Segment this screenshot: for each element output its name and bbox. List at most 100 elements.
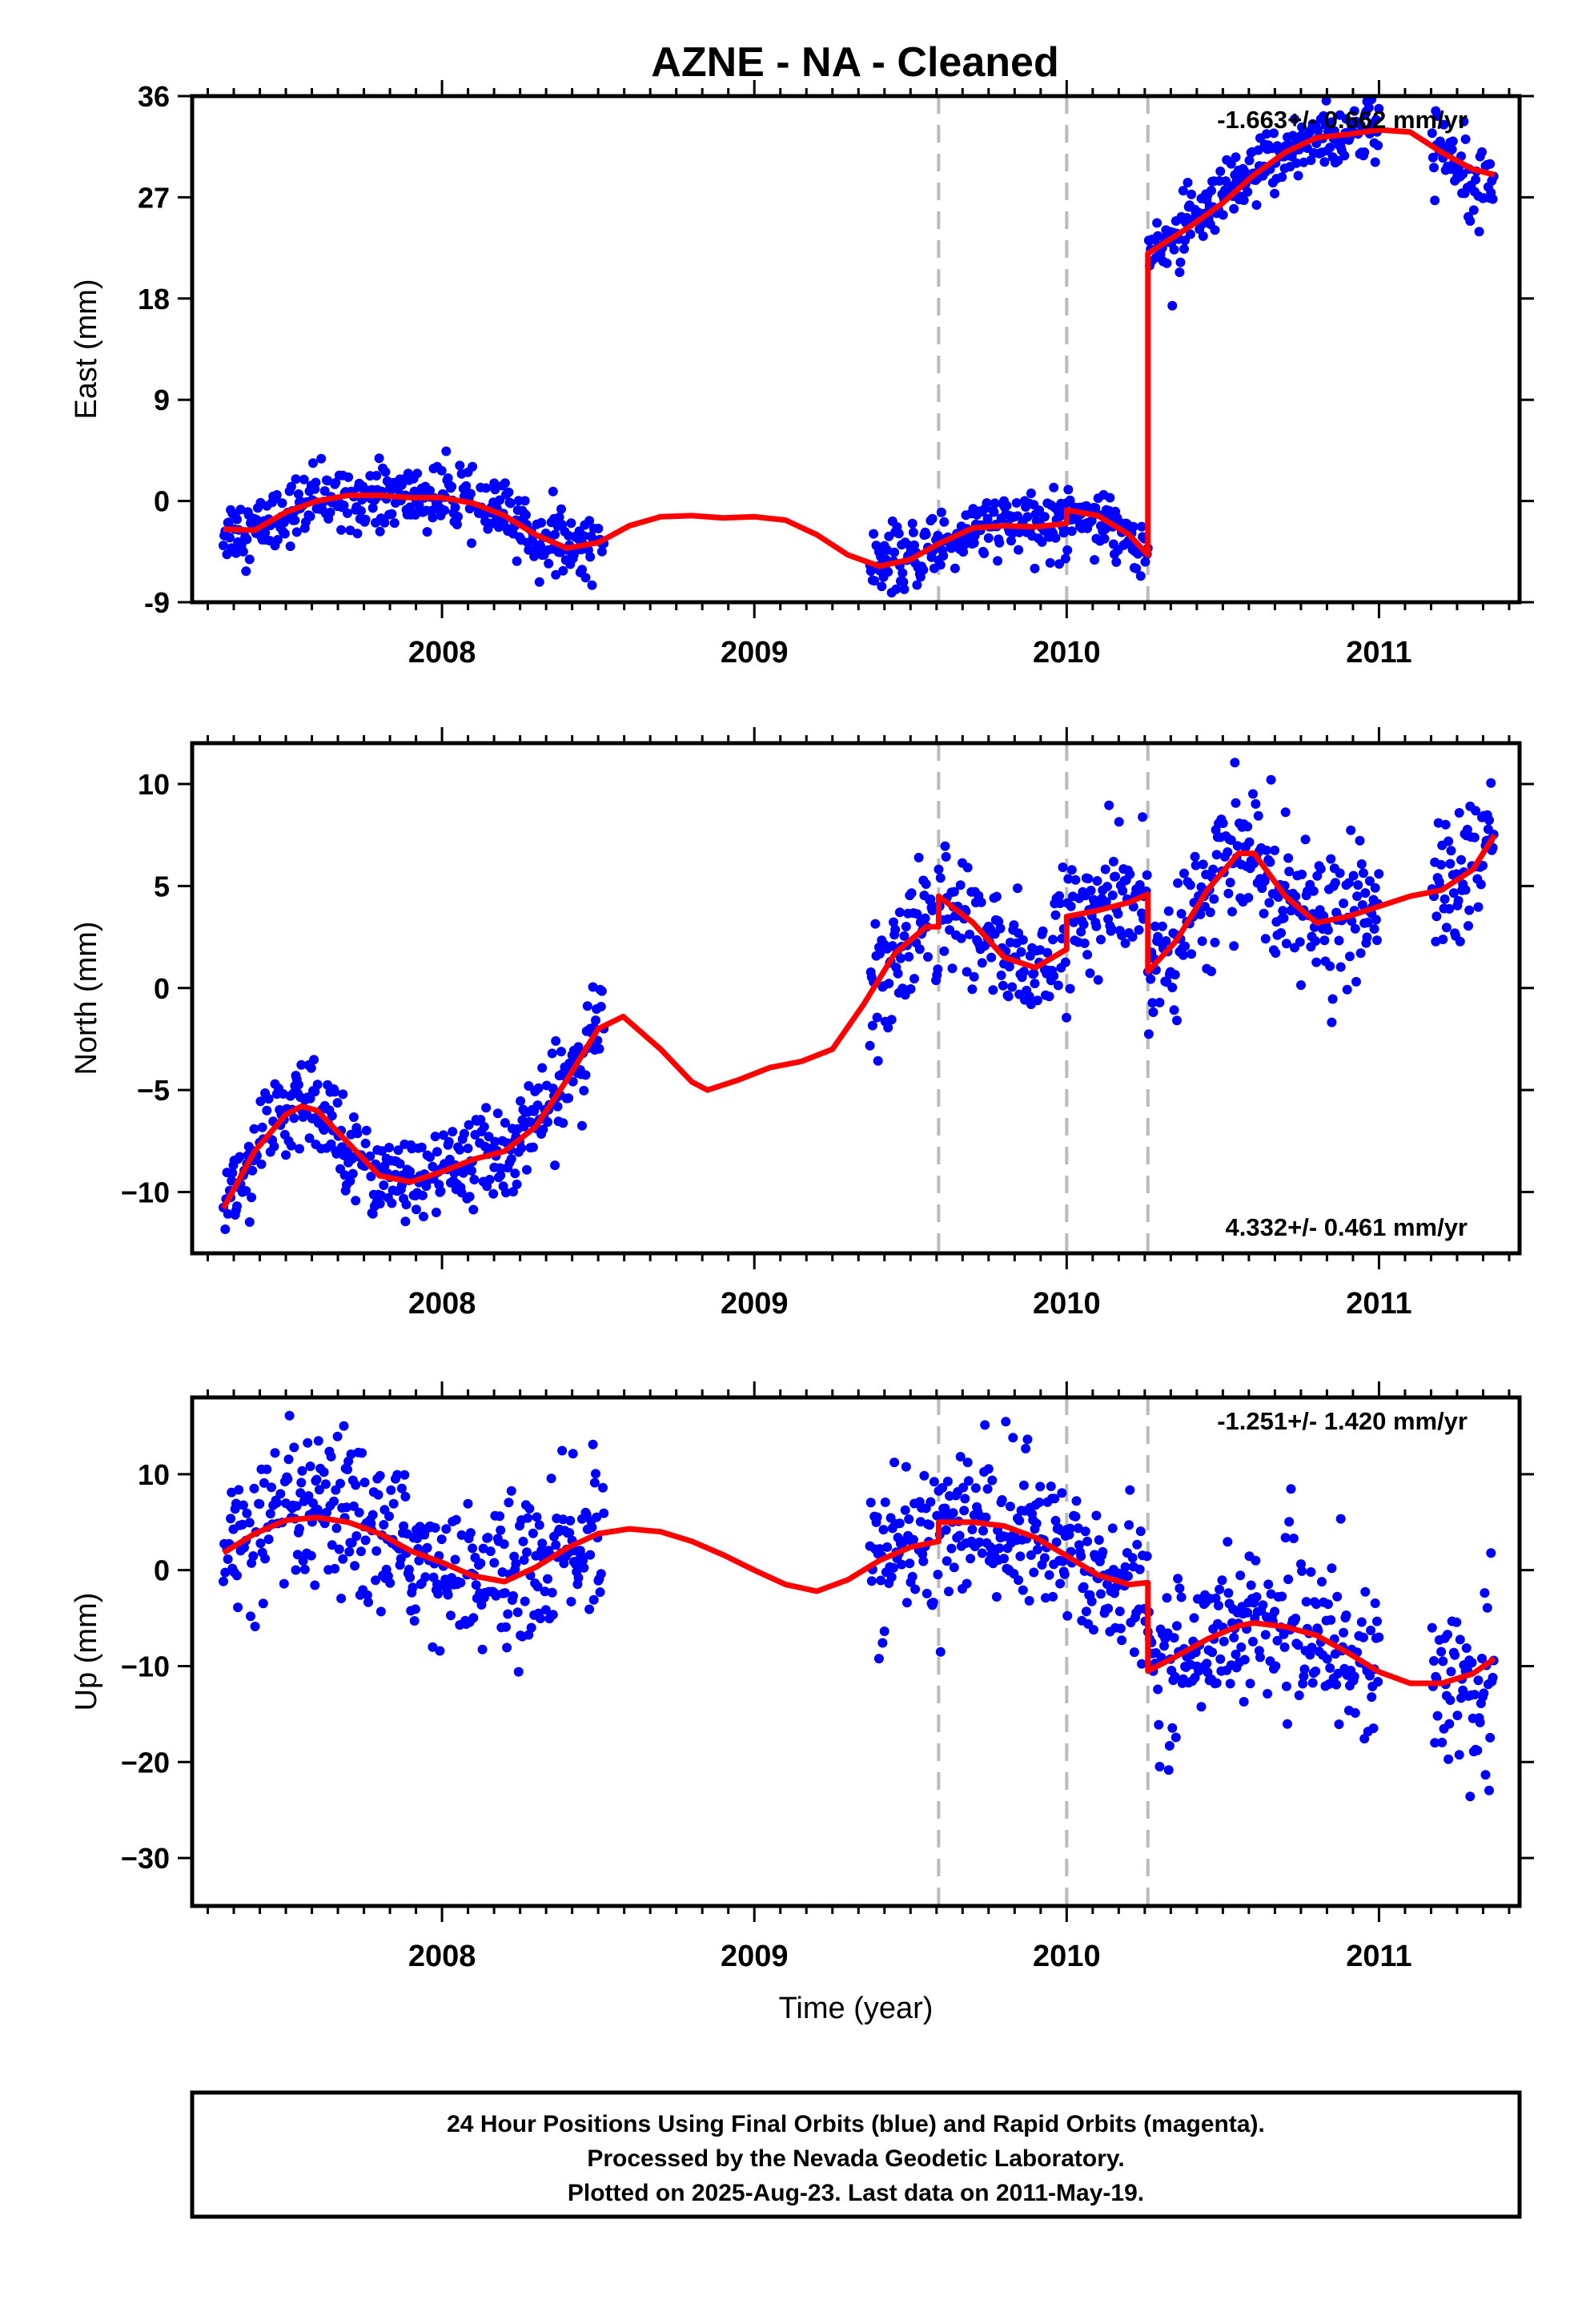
up-point [981, 1512, 991, 1522]
up-point [1277, 1591, 1287, 1602]
north-y-tick-label: 0 [154, 972, 170, 1005]
north-point [1346, 825, 1356, 835]
east-point [938, 551, 949, 561]
north-point [1169, 1005, 1179, 1015]
up-point [994, 1543, 1005, 1554]
up-point [1297, 1566, 1307, 1576]
east-point [1306, 155, 1316, 166]
north-point [438, 1130, 448, 1140]
north-point [977, 958, 987, 968]
up-point [504, 1498, 514, 1508]
north-point [1211, 850, 1222, 860]
north-point [1190, 851, 1200, 862]
north-point [255, 1096, 266, 1107]
north-point [1431, 911, 1442, 922]
up-point [220, 1567, 231, 1578]
up-point [1223, 1588, 1234, 1598]
up-point [295, 1523, 304, 1534]
east-point [1049, 482, 1059, 493]
east-point [1488, 194, 1498, 204]
up-point [876, 1575, 886, 1586]
up-point [1359, 1632, 1368, 1642]
north-points [219, 758, 1499, 1234]
east-point [1427, 128, 1437, 139]
east-point [272, 535, 283, 545]
up-point [468, 1613, 479, 1623]
north-point [1279, 913, 1289, 923]
up-point [526, 1622, 536, 1633]
east-point [465, 489, 476, 499]
north-point [1179, 868, 1189, 879]
up-point [485, 1546, 496, 1557]
up-point [289, 1442, 299, 1453]
north-point [1362, 932, 1372, 943]
east-point [285, 541, 295, 552]
east-point [380, 467, 391, 477]
up-point [978, 1526, 988, 1536]
north-point [580, 1070, 591, 1080]
north-point [1007, 982, 1018, 992]
up-point [1472, 1745, 1483, 1755]
up-point [1137, 1659, 1146, 1669]
up-point [422, 1542, 432, 1553]
up-point [1456, 1693, 1466, 1703]
up-point [314, 1485, 324, 1495]
up-point [1245, 1679, 1255, 1689]
east-point [505, 498, 516, 509]
north-point [543, 1117, 552, 1128]
up-point [335, 1478, 345, 1489]
up-point [1293, 1640, 1303, 1651]
up-point [962, 1578, 972, 1589]
up-point [1211, 1678, 1222, 1688]
east-point [979, 549, 990, 558]
north-point [331, 1148, 342, 1159]
north-point [934, 864, 944, 875]
north-point [500, 1118, 510, 1128]
up-point [1021, 1443, 1031, 1454]
up-point [1306, 1567, 1316, 1577]
north-point [890, 924, 901, 935]
north-point [1063, 874, 1074, 884]
north-point [579, 1085, 589, 1096]
north-point [1013, 883, 1022, 894]
north-point [361, 1125, 371, 1136]
north-point [873, 1055, 883, 1066]
up-point [341, 1502, 351, 1513]
up-point [901, 1462, 911, 1472]
up-point [1443, 1630, 1452, 1640]
east-point [1244, 155, 1255, 166]
up-point [889, 1562, 898, 1573]
north-point [1079, 938, 1090, 948]
up-point [1164, 1741, 1174, 1751]
east-point [550, 529, 560, 540]
north-point [921, 879, 931, 889]
up-point [589, 1478, 600, 1488]
up-point [546, 1474, 556, 1484]
east-point [1319, 157, 1330, 167]
north-point [262, 1105, 272, 1116]
up-point [1467, 1658, 1477, 1668]
east-point [311, 477, 321, 488]
up-point [497, 1567, 508, 1578]
up-point [1050, 1494, 1060, 1504]
up-point [1335, 1514, 1346, 1524]
east-y-axis-label: East (mm) [70, 279, 103, 419]
north-point [326, 1139, 336, 1149]
east-point [1313, 125, 1323, 135]
north-point [436, 1186, 446, 1196]
up-point [557, 1445, 568, 1456]
up-point [1484, 1785, 1494, 1795]
east-point [566, 518, 576, 529]
up-point [1117, 1635, 1127, 1646]
north-point [286, 1140, 296, 1151]
up-point [1041, 1593, 1050, 1603]
up-point [1299, 1671, 1309, 1682]
east-point [1002, 501, 1012, 511]
north-point [1473, 902, 1484, 912]
up-point [918, 1556, 929, 1566]
up-point [1127, 1553, 1138, 1563]
north-point [955, 880, 966, 891]
up-point [400, 1470, 410, 1480]
up-point [1281, 1681, 1291, 1691]
north-point [1319, 935, 1330, 946]
